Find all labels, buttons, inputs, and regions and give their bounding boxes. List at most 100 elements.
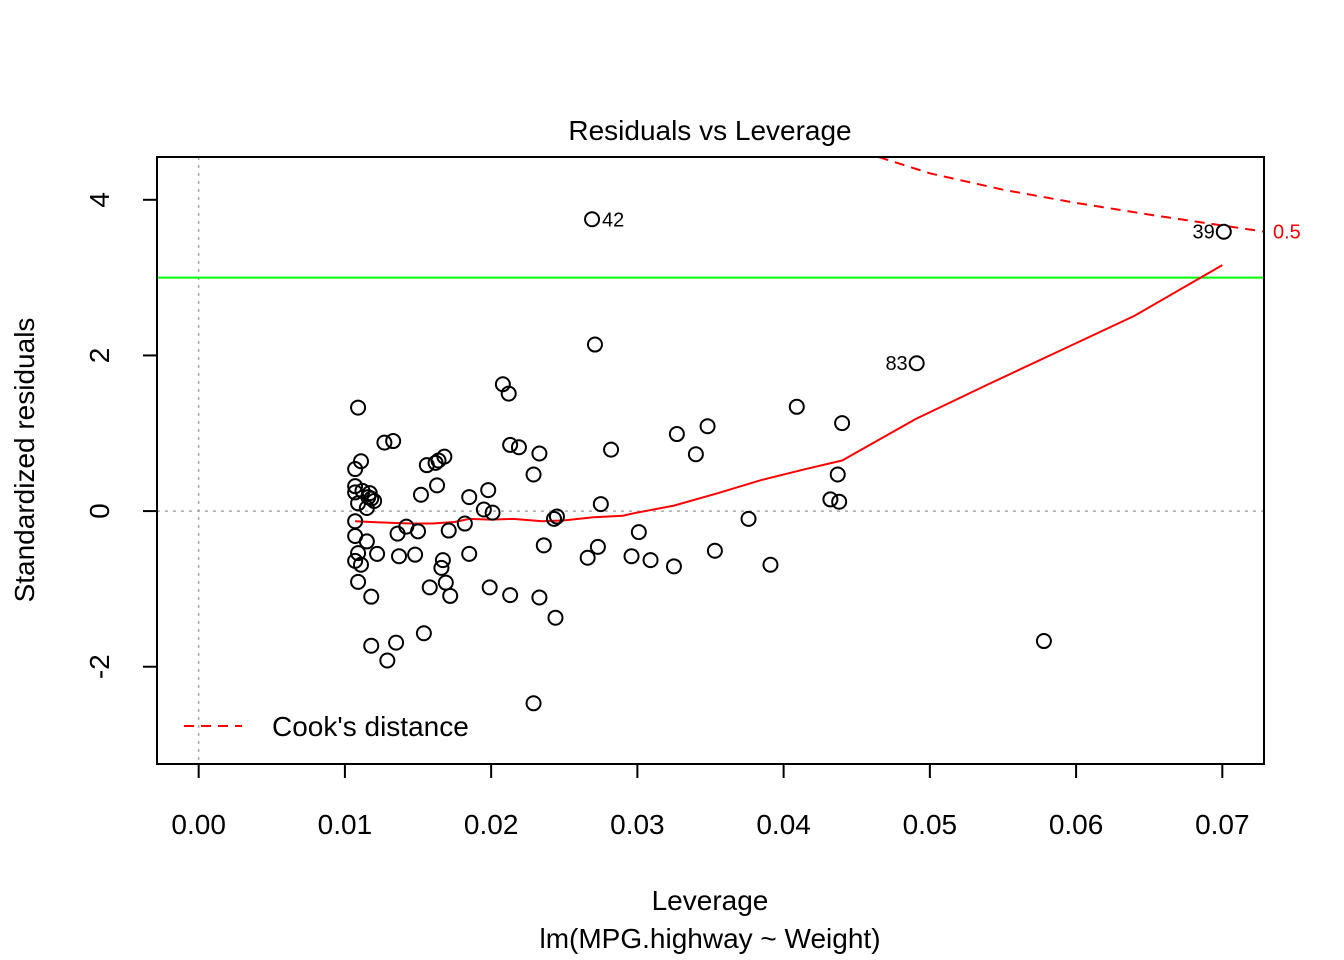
x-tick-label: 0.03 [610,809,665,840]
data-point [535,537,552,554]
data-point [481,579,498,596]
x-tick-label: 0.05 [903,809,958,840]
data-point [510,439,527,456]
x-tick-label: 0.04 [756,809,811,840]
data-point [388,634,405,651]
data-point [834,415,851,432]
data-point [440,522,457,539]
y-tick-label: 2 [84,348,115,364]
point-label: 39 [1193,222,1215,244]
data-point [525,466,542,483]
data-point [831,493,848,510]
data-point [665,558,682,575]
data-point [579,549,596,566]
data-point [442,587,459,604]
point-label: 83 [885,353,907,375]
y-tick-label: -2 [84,654,115,679]
data-point [762,556,779,573]
data-point [461,545,478,562]
data-point [352,556,369,573]
data-point [363,588,380,605]
data-point [391,548,408,565]
data-point [421,579,438,596]
data-point [592,496,609,513]
data-point [363,637,380,654]
x-axis: 0.00 0.01 0.02 0.03 0.04 0.05 0.06 0.07 [171,764,1250,840]
x-tick-label: 0.01 [318,809,373,840]
data-point [546,510,563,527]
data-point [547,609,564,626]
smoother-line [355,264,1223,525]
data-point [433,559,450,576]
data-point [412,486,429,503]
data-point [531,589,548,606]
data-point [829,466,846,483]
data-point [376,434,393,451]
data-point [548,508,565,525]
data-point [586,336,603,353]
data-point [603,441,620,458]
y-axis-label: Standardized residuals [9,318,40,603]
data-point [350,399,367,416]
data-point [410,523,427,540]
data-point [740,510,757,527]
data-point [350,545,367,562]
data-point [379,652,396,669]
legend: Cook's distance [184,711,469,742]
plot-inner [157,157,1264,764]
data-point [437,574,454,591]
data-point [461,489,478,506]
x-tick-label: 0.07 [1195,809,1250,840]
data-point [358,499,375,516]
data-point [415,625,432,642]
data-point [1035,633,1052,650]
data-point [358,533,375,550]
data-point [623,548,640,565]
data-point [350,573,367,590]
data-point [436,448,453,465]
y-tick-label: 4 [84,192,115,208]
data-point [642,552,659,569]
data-point [407,546,424,563]
data-point [429,477,446,494]
x-tick-label: 0.02 [464,809,519,840]
data-point [502,436,519,453]
data-point [706,542,723,559]
data-point [434,552,451,569]
x-axis-label: Leverage [652,885,769,916]
cooks-distance-contour [878,157,1264,233]
data-point [484,504,501,521]
data-point [908,355,925,372]
plot-frame [156,156,1265,765]
data-point [699,418,716,435]
data-point [350,495,367,512]
data-point [589,538,606,555]
data-point [369,545,386,562]
data-point [389,525,406,542]
data-point [480,482,497,499]
data-point [502,587,519,604]
data-point [1215,223,1232,240]
legend-label: Cook's distance [272,711,469,742]
data-point [456,515,473,532]
data-point [347,461,364,478]
cooks-contour-level-label: 0.5 [1273,222,1301,244]
y-tick-label: 0 [84,503,115,519]
data-point [525,695,542,712]
y-axis: -2 0 2 4 [84,192,157,679]
data-point [822,491,839,508]
data-point [500,385,517,402]
plot-area: 42 39 83 0.5 [157,157,1301,764]
point-label: 42 [602,209,624,231]
chart-title: Residuals vs Leverage [568,115,851,146]
data-point [788,398,805,415]
data-point [687,446,704,463]
chart-subtitle: lm(MPG.highway ~ Weight) [539,923,880,954]
data-point [668,426,685,443]
data-point [475,501,492,518]
x-tick-label: 0.00 [171,809,226,840]
data-point [385,433,402,450]
data-point [630,524,647,541]
data-point [584,211,601,228]
